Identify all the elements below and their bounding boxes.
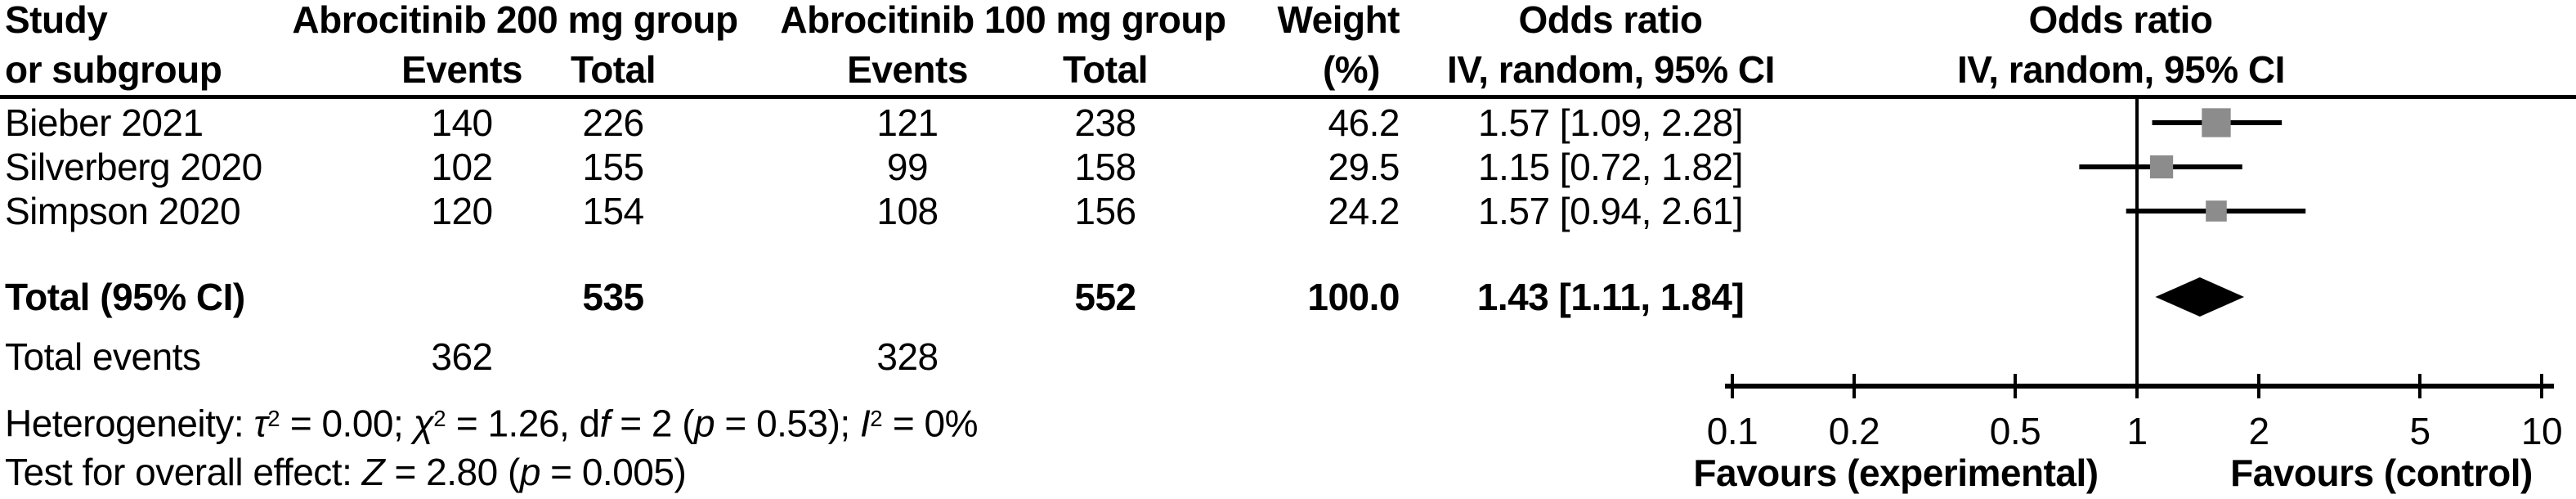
group2-header: Abrocitinib 100 mg group [780,0,1226,41]
axis-tick [2013,374,2017,398]
axis-tick [2417,374,2421,398]
favours-control-label: Favours (control) [2230,452,2533,494]
table-header-line2: or subgroup Events Total Events Total (%… [0,47,2576,92]
axis-tick [2257,374,2261,398]
effect-square [2206,200,2227,222]
weight-sum: 100.0 [1307,276,1400,318]
events1-value: 140 [431,101,493,144]
axis-tick [1852,374,1857,398]
total2-value: 238 [1074,101,1136,144]
heterogeneity-text: Heterogeneity: τ2 = 0.00; χ2 = 1.26, df … [5,402,979,445]
or-ci-value: 1.57 [0.94, 2.61] [1478,190,1744,232]
overall-effect-text: Test for overall effect: Z = 2.80 (p = 0… [5,451,687,493]
heterogeneity-line: Heterogeneity: τ2 = 0.00; χ2 = 1.26, df … [0,397,2576,445]
events2-value: 99 [886,146,929,188]
events1-header: Events [401,48,522,91]
or-column-header-line2: IV, random, 95% CI [1447,48,1775,91]
group1-header: Abrocitinib 200 mg group [292,0,738,41]
events2-value: 108 [876,190,939,232]
axis-tick-label: 0.5 [1989,410,2041,452]
axis-tick-label: 0.2 [1828,410,1880,452]
total1-header: Total [571,48,656,91]
axis-tick-label: 0.1 [1706,410,1758,452]
events1-value: 120 [431,190,493,232]
total-label: Total (95% CI) [5,276,245,318]
total-events2: 328 [876,335,939,378]
favours-experimental-label: Favours (experimental) [1693,452,2099,494]
study-name: Bieber 2021 [5,101,204,144]
x-axis-line [1725,384,2554,389]
study-header-line2: or subgroup [5,48,222,91]
total2-value: 158 [1074,146,1136,188]
axis-tick-label: 2 [2248,410,2269,452]
axis-tick [1731,374,1734,398]
pooled-diamond [2155,277,2245,317]
plot-header-line2: IV, random, 95% CI [1957,48,2285,91]
study-header-line1: Study [5,0,108,41]
weight-header-line2: (%) [1322,48,1381,91]
effect-square [2149,155,2174,179]
total1-value: 154 [582,190,644,232]
total1-value: 155 [582,146,644,188]
axis-tick-label: 5 [2409,410,2430,452]
weight-value: 24.2 [1328,190,1400,232]
table-header-line1: Study Abrocitinib 200 mg group Abrocitin… [0,0,2576,42]
axis-tick-label: 1 [2126,410,2148,452]
effect-square [2202,108,2231,137]
study-name: Silverberg 2020 [5,146,262,188]
total2-sum: 552 [1074,276,1136,318]
null-effect-line [2135,99,2139,389]
weight-header-line1: Weight [1277,0,1400,41]
table-row: Silverberg 2020 102 155 99 158 29.5 1.15… [0,145,2576,189]
weight-value: 29.5 [1328,146,1400,188]
total-or-ci: 1.43 [1.11, 1.84] [1476,276,1745,318]
or-column-header-line1: Odds ratio [1518,0,1703,41]
overall-effect-line: Test for overall effect: Z = 2.80 (p = 0… [0,450,2576,494]
events2-value: 121 [876,101,939,144]
or-ci-value: 1.15 [0.72, 1.82] [1478,146,1744,188]
study-name: Simpson 2020 [5,190,241,232]
total2-value: 156 [1074,190,1136,232]
events1-value: 102 [431,146,493,188]
or-ci-value: 1.57 [1.09, 2.28] [1478,101,1744,144]
axis-tick-label: 10 [2520,410,2563,452]
axis-tick [2540,374,2543,398]
total2-header: Total [1063,48,1148,91]
header-rule [0,95,2576,99]
table-row: Simpson 2020 120 154 108 156 24.2 1.57 [… [0,189,2576,233]
weight-value: 46.2 [1328,101,1400,144]
plot-header-line1: Odds ratio [2028,0,2213,41]
total1-value: 226 [582,101,644,144]
total-events-label: Total events [5,335,201,378]
events2-header: Events [847,48,968,91]
table-row: Bieber 2021 140 226 121 238 46.2 1.57 [1… [0,101,2576,145]
total-row: Total (95% CI) 535 552 100.0 1.43 [1.11,… [0,275,2576,319]
total-events-row: Total events 362 328 [0,335,2576,379]
axis-tick [2135,374,2139,398]
total-events1: 362 [431,335,493,378]
total1-sum: 535 [582,276,644,318]
